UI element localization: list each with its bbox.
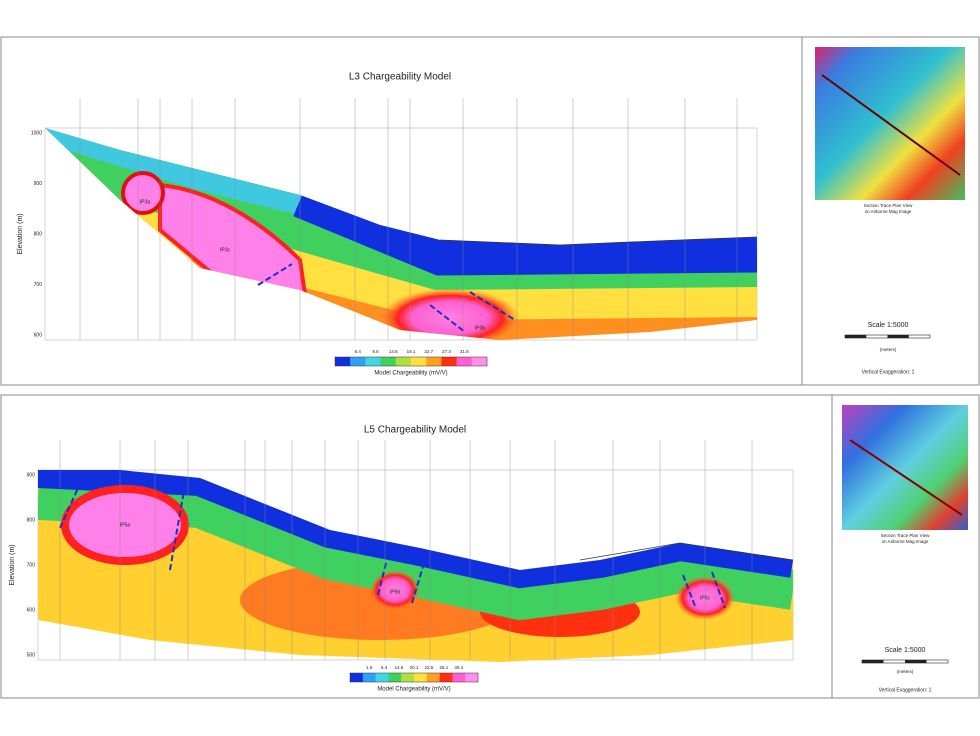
y-tick-label: 700 <box>27 562 36 568</box>
anomaly-label: IP3a <box>140 199 151 205</box>
scale-text: Scale 1:5000 <box>868 322 909 329</box>
anomaly-label: IP5b <box>390 589 401 595</box>
colorbar-swatch <box>456 357 473 366</box>
y-tick-label: 800 <box>34 231 43 237</box>
colorbar-swatch <box>350 673 364 682</box>
colorbar-tick: 1.6 <box>366 665 373 670</box>
colorbar-tick: 19.1 <box>407 349 416 354</box>
colorbar-tick: 14.6 <box>389 349 398 354</box>
anomaly-label: IP3b <box>475 325 486 331</box>
colorbar-swatch <box>395 357 412 366</box>
scale-units: (meters) <box>897 669 914 674</box>
y-tick-label: 600 <box>34 332 43 338</box>
scale-units: (meters) <box>880 347 897 352</box>
scale-bar <box>862 660 884 663</box>
colorbar-frame <box>349 672 479 683</box>
colorbar-frame <box>334 356 488 367</box>
colorbar-swatch <box>452 673 466 682</box>
colorbar-swatch <box>439 673 453 682</box>
axis-label: Elevation (m) <box>17 213 24 254</box>
scale-bar <box>845 335 867 338</box>
colorbar-swatch <box>401 673 415 682</box>
y-tick-label: 800 <box>27 517 36 523</box>
colorbar-swatch <box>365 357 381 366</box>
colorbar-swatch <box>414 673 428 682</box>
colorbar-swatch <box>375 673 389 682</box>
y-tick-label: 900 <box>27 472 36 478</box>
colorbar-swatch <box>362 673 376 682</box>
exaggeration: Vertical Exaggeration: 1 <box>879 687 932 693</box>
colorbar-swatch <box>388 673 402 682</box>
mag-map <box>842 405 968 530</box>
section-title: L5 Chargeability Model <box>364 425 466 436</box>
colorbar-tick: 20.1 <box>410 665 419 670</box>
inset-caption: Section Trace Plan View <box>864 203 913 208</box>
colorbar-tick: 27.3 <box>442 349 451 354</box>
section-trace <box>821 74 961 176</box>
panel-frame <box>0 394 980 699</box>
colorbar-swatch <box>350 357 366 366</box>
colorbar-tick: 9.6 <box>372 349 379 354</box>
colorbar-swatch <box>380 357 397 366</box>
colorbar-tick: 30.4 <box>454 665 463 670</box>
colorbar-swatch <box>441 357 457 366</box>
inset-caption: on Airborne Mag Image <box>882 539 929 544</box>
section-trace <box>849 439 963 516</box>
exaggeration: Vertical Exaggeration: 1 <box>862 369 915 375</box>
y-tick-label: 600 <box>27 607 36 613</box>
scale-bar <box>905 660 927 663</box>
colorbar-tick: 26.1 <box>439 665 448 670</box>
anomaly-label: IP3c <box>220 247 231 253</box>
scale-bar <box>887 335 909 338</box>
inset-caption: Section Trace Plan View <box>881 533 930 538</box>
colorbar-label: Model Chargeability (mV/V) <box>374 371 447 377</box>
scale-text: Scale 1:5000 <box>885 647 926 654</box>
inset-caption: on Airborne Mag Image <box>865 209 912 214</box>
colorbar-tick: 31.8 <box>460 349 469 354</box>
y-tick-label: 1000 <box>31 130 42 136</box>
colorbar-label: Model Chargeability (mV/V) <box>377 687 450 693</box>
y-tick-label: 700 <box>34 282 43 288</box>
colorbar-tick: 6.4 <box>381 665 388 670</box>
colorbar-swatch <box>426 357 442 366</box>
colorbar-tick: 22.5 <box>425 665 434 670</box>
colorbar-tick: 6.4 <box>355 349 362 354</box>
y-tick-label: 900 <box>34 181 43 187</box>
colorbar-swatch <box>335 357 351 366</box>
section-1 <box>44 127 758 341</box>
anomaly-label: IP5c <box>700 595 711 601</box>
anomaly-label: IP5a <box>120 522 131 528</box>
colorbar-swatch <box>471 357 488 366</box>
section-2 <box>37 469 794 662</box>
section-title: L3 Chargeability Model <box>349 72 451 83</box>
colorbar-tick: 22.7 <box>424 349 433 354</box>
colorbar-swatch <box>411 357 427 366</box>
colorbar-swatch <box>426 673 440 682</box>
colorbar-tick: 14.6 <box>395 665 404 670</box>
y-tick-label: 500 <box>27 652 36 658</box>
colorbar-swatch <box>465 673 479 682</box>
panel-frame <box>0 36 980 386</box>
axis-label: Elevation (m) <box>9 544 16 585</box>
